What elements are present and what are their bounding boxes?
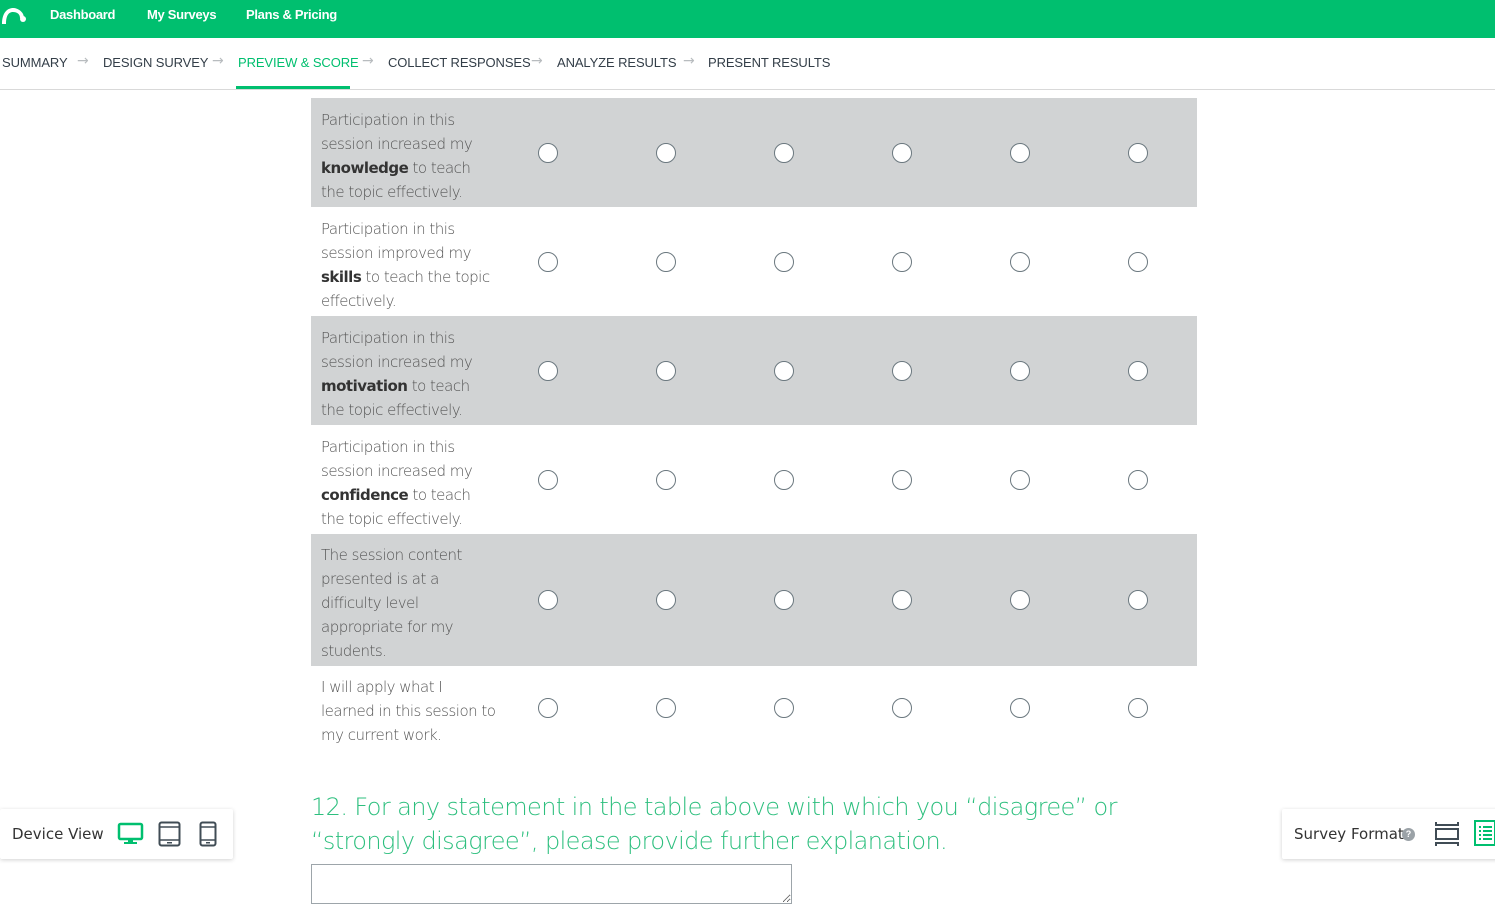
step-design-survey[interactable]: DESIGN SURVEY: [103, 55, 209, 70]
nav-dashboard[interactable]: Dashboard: [50, 7, 116, 22]
step-present-results[interactable]: PRESENT RESULTS: [708, 55, 831, 70]
matrix-row: Participation in this session increased …: [311, 98, 1197, 207]
arrow-right-icon: →: [531, 53, 543, 69]
matrix-row: I will apply what I learned in this sess…: [311, 666, 1197, 750]
statement-text: Participation in this session improved m…: [321, 220, 472, 262]
radio-option[interactable]: [774, 698, 794, 718]
statement-text: Participation in this session increased …: [321, 438, 473, 480]
radio-option[interactable]: [1128, 252, 1148, 272]
radio-option[interactable]: [1010, 252, 1030, 272]
desktop-icon[interactable]: [117, 822, 144, 846]
statement-text: The session content presented is at a di…: [321, 546, 462, 660]
radio-option[interactable]: [892, 143, 912, 163]
matrix-row: Participation in this session increased …: [311, 316, 1197, 425]
matrix-row: Participation in this session improved m…: [311, 207, 1197, 316]
device-view-label: Device View: [12, 825, 104, 843]
step-preview-score[interactable]: PREVIEW & SCORE: [238, 55, 359, 70]
row-statement: The session content presented is at a di…: [321, 543, 496, 663]
statement-text: to teach the topic effectively.: [321, 268, 490, 310]
tablet-icon[interactable]: [158, 821, 181, 847]
classic-list-icon[interactable]: [1474, 820, 1495, 846]
active-step-indicator: [236, 86, 350, 89]
survey-format-panel: Survey Format ?: [1282, 809, 1495, 859]
statement-emphasis: motivation: [321, 377, 408, 395]
statement-text: to teach the topic effectively.: [321, 486, 471, 528]
statement-emphasis: knowledge: [321, 159, 409, 177]
radio-option[interactable]: [656, 590, 676, 610]
radio-option[interactable]: [538, 470, 558, 490]
radio-option[interactable]: [656, 698, 676, 718]
arrow-right-icon: →: [77, 53, 89, 69]
device-view-panel: Device View: [0, 809, 233, 859]
radio-option[interactable]: [1010, 590, 1030, 610]
step-summary[interactable]: SUMMARY: [2, 55, 68, 70]
step-analyze-results[interactable]: ANALYZE RESULTS: [557, 55, 677, 70]
radio-option[interactable]: [1128, 590, 1148, 610]
radio-option[interactable]: [538, 143, 558, 163]
radio-option[interactable]: [1128, 698, 1148, 718]
radio-option[interactable]: [656, 470, 676, 490]
step-nav: SUMMARY → DESIGN SURVEY → PREVIEW & SCOR…: [0, 38, 1495, 90]
surveymonkey-logo[interactable]: [0, 4, 26, 26]
row-statement: Participation in this session increased …: [321, 108, 496, 204]
question-12-title: 12. For any statement in the table above…: [311, 793, 1117, 855]
radio-option[interactable]: [1128, 143, 1148, 163]
radio-option[interactable]: [892, 361, 912, 381]
radio-option[interactable]: [1010, 143, 1030, 163]
row-statement: I will apply what I learned in this sess…: [321, 675, 496, 747]
radio-option[interactable]: [1128, 470, 1148, 490]
one-question-at-a-time-icon[interactable]: [1435, 821, 1459, 847]
radio-option[interactable]: [774, 252, 794, 272]
top-bar: Dashboard My Surveys Plans & Pricing: [0, 0, 1495, 38]
row-statement: Participation in this session increased …: [321, 435, 496, 531]
survey-format-label: Survey Format: [1294, 825, 1404, 843]
statement-text: I will apply what I learned in this sess…: [321, 678, 496, 744]
row-statement: Participation in this session increased …: [321, 326, 496, 422]
statement-emphasis: skills: [321, 268, 362, 286]
radio-option[interactable]: [538, 590, 558, 610]
radio-option[interactable]: [656, 361, 676, 381]
radio-option[interactable]: [538, 252, 558, 272]
step-collect-responses[interactable]: COLLECT RESPONSES: [388, 55, 531, 70]
arrow-right-icon: →: [362, 53, 374, 69]
radio-option[interactable]: [1010, 698, 1030, 718]
nav-my-surveys[interactable]: My Surveys: [147, 7, 217, 22]
radio-option[interactable]: [656, 252, 676, 272]
radio-option[interactable]: [538, 361, 558, 381]
radio-option[interactable]: [892, 252, 912, 272]
radio-option[interactable]: [1010, 361, 1030, 381]
radio-option[interactable]: [774, 361, 794, 381]
radio-option[interactable]: [538, 698, 558, 718]
row-statement: Participation in this session improved m…: [321, 217, 496, 313]
radio-option[interactable]: [892, 590, 912, 610]
statement-text: to teach the topic effectively.: [321, 159, 471, 201]
question-12-answer[interactable]: [311, 864, 792, 904]
radio-option[interactable]: [892, 698, 912, 718]
phone-icon[interactable]: [199, 821, 217, 847]
radio-option[interactable]: [774, 470, 794, 490]
statement-text: Participation in this session increased …: [321, 329, 473, 371]
arrow-right-icon: →: [212, 53, 224, 69]
radio-option[interactable]: [892, 470, 912, 490]
radio-option[interactable]: [774, 590, 794, 610]
matrix-row: The session content presented is at a di…: [311, 534, 1197, 666]
nav-plans-pricing[interactable]: Plans & Pricing: [246, 7, 337, 22]
radio-option[interactable]: [1128, 361, 1148, 381]
statement-text: Participation in this session increased …: [321, 111, 473, 153]
statement-emphasis: confidence: [321, 486, 409, 504]
radio-option[interactable]: [774, 143, 794, 163]
radio-option[interactable]: [656, 143, 676, 163]
matrix-row: Participation in this session increased …: [311, 425, 1197, 534]
arrow-right-icon: →: [683, 53, 695, 69]
statement-text: to teach the topic effectively.: [321, 377, 470, 419]
radio-option[interactable]: [1010, 470, 1030, 490]
help-icon[interactable]: ?: [1402, 828, 1415, 841]
